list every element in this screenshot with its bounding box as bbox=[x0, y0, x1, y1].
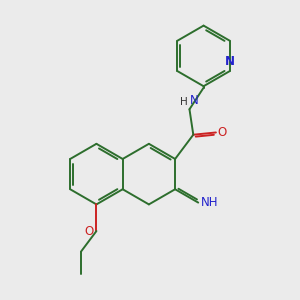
Text: O: O bbox=[218, 126, 227, 139]
Text: O: O bbox=[84, 225, 93, 238]
Text: N: N bbox=[225, 55, 235, 68]
Text: H: H bbox=[180, 98, 188, 107]
Text: NH: NH bbox=[201, 196, 218, 209]
Text: N: N bbox=[190, 94, 199, 107]
